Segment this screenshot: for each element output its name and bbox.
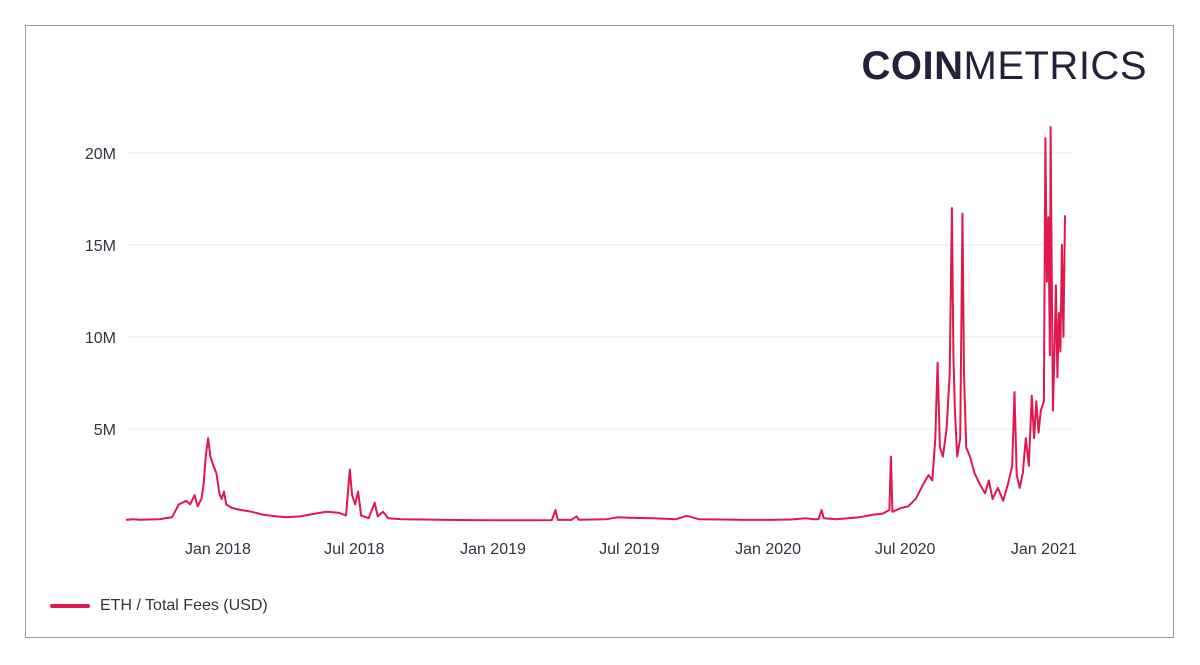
legend-label-eth-total-fees: ETH / Total Fees (USD) [100, 597, 268, 614]
y-tick-label: 15M [85, 238, 116, 255]
series-line-0[interactable] [125, 126, 1066, 522]
y-tick-label: 20M [85, 146, 116, 163]
x-tick-label: Jul 2018 [324, 541, 385, 558]
x-tick-label: Jul 2020 [875, 541, 936, 558]
y-tick-label: 5M [94, 422, 116, 439]
legend-swatch [50, 604, 90, 608]
x-tick-label: Jan 2020 [735, 541, 801, 558]
x-tick-label: Jan 2021 [1011, 541, 1077, 558]
y-tick-label: 10M [85, 330, 116, 347]
chart-frame: COINMETRICS 5M 10M 15M 20M Jan 2018 Jul 2018… [25, 25, 1174, 638]
grid-lines [126, 152, 1074, 430]
x-axis: Jan 2018 Jul 2018 Jan 2019 Jul 2019 Jan 2020… [185, 541, 1077, 558]
coinmetrics-logo: COINMETRICS [861, 44, 1147, 88]
line-chart: 5M 10M 15M 20M Jan 2018 Jul 2018 Jan 2019 Jul … [85, 126, 1077, 558]
x-tick-label: Jan 2019 [460, 541, 526, 558]
x-tick-label: Jan 2018 [185, 541, 251, 558]
legend[interactable]: ETH / Total Fees (USD) [50, 597, 268, 615]
x-tick-label: Jul 2019 [599, 541, 660, 558]
series-layer [125, 126, 1066, 522]
y-axis: 5M 10M 15M 20M [85, 146, 116, 439]
